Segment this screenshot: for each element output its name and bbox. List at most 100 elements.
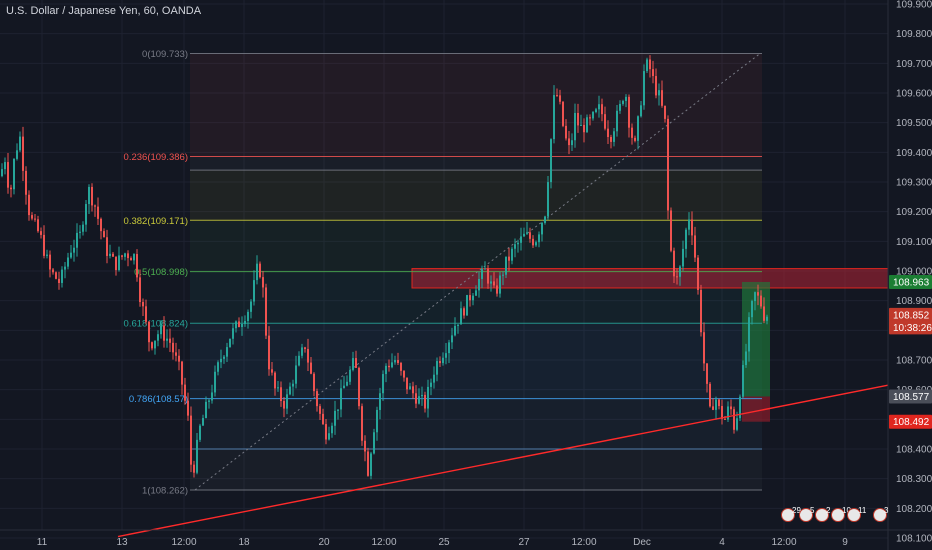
x-tick-label: 20 <box>318 537 330 548</box>
candle-body <box>745 351 747 366</box>
candle-body <box>175 352 177 356</box>
candle-body <box>307 348 309 363</box>
candle-body <box>43 234 45 256</box>
economic-events[interactable]: 29 5 2 10 11 3 <box>781 506 890 522</box>
y-tick-label: 109.600 <box>896 89 932 100</box>
candle-body <box>394 360 396 363</box>
candle-body <box>28 194 30 216</box>
price-tag-box <box>889 389 932 404</box>
candle-body <box>238 321 240 328</box>
x-tick-label: 4 <box>719 537 725 548</box>
fib-band <box>190 53 762 157</box>
price-tag-label: 10:38:26 <box>893 323 932 334</box>
candle-body <box>706 363 708 384</box>
candle-body <box>334 410 336 426</box>
candle-body <box>757 292 759 296</box>
candle-body <box>310 362 312 374</box>
candle-body <box>448 342 450 354</box>
price-tag-label: 108.577 <box>893 392 930 403</box>
candle-body <box>313 373 315 392</box>
candle-body <box>457 324 459 326</box>
candle-body <box>634 137 636 141</box>
price-tags: 108.963 108.852 10:38:26 108.577 108.492 <box>889 274 932 429</box>
fib-level-label: 0(109.733) <box>142 49 188 60</box>
candle-body <box>550 139 552 183</box>
event-count: 3 <box>884 506 889 515</box>
x-tick-label: 11 <box>37 537 48 548</box>
candle-body <box>316 391 318 407</box>
candle-body <box>463 308 465 316</box>
candle-body <box>4 162 6 170</box>
candle-body <box>94 205 96 207</box>
candle-body <box>124 253 126 257</box>
candle-body <box>295 365 297 384</box>
candle-body <box>646 59 648 72</box>
candle-body <box>700 289 702 333</box>
candle-body <box>19 136 21 151</box>
zone-layer <box>411 268 889 422</box>
candle-body <box>604 114 606 129</box>
candle-body <box>355 358 357 368</box>
fib-band <box>190 323 762 399</box>
candle-body <box>451 335 453 343</box>
candle-body <box>262 277 264 288</box>
candle-body <box>130 258 132 261</box>
candle-body <box>454 325 456 336</box>
candle-body <box>277 387 279 389</box>
trendline-layer[interactable] <box>117 384 889 538</box>
candle-body <box>625 96 627 101</box>
x-tick-label: 13 <box>116 537 128 548</box>
candle-body <box>367 451 369 476</box>
candle-body <box>661 90 663 106</box>
candle-body <box>673 250 675 277</box>
candle-body <box>649 59 651 70</box>
candle-body <box>526 232 528 234</box>
y-tick-label: 109.900 <box>896 0 932 11</box>
candle-body <box>568 138 570 146</box>
candle-body <box>286 394 288 409</box>
fib-level-label: 0.618(108.824) <box>124 319 188 330</box>
candle-body <box>82 224 84 232</box>
candle-body <box>493 281 495 286</box>
candle-body <box>235 321 237 329</box>
candle-body <box>88 186 90 205</box>
candle-body <box>475 290 477 296</box>
candle-body <box>349 369 351 382</box>
candle-body <box>652 69 654 77</box>
candle-body <box>502 274 504 276</box>
candle-body <box>298 355 300 366</box>
candle-body <box>640 105 642 117</box>
candle-body <box>325 424 327 440</box>
candle-body <box>412 386 414 394</box>
event-count: 5 <box>810 506 815 515</box>
candle-body <box>580 124 582 126</box>
candle-body <box>322 413 324 425</box>
candle-body <box>376 409 378 433</box>
candle-body <box>226 347 228 357</box>
candle-body <box>55 272 57 279</box>
y-tick-label: 109.500 <box>896 118 932 129</box>
candle-body <box>196 439 198 473</box>
candle-body <box>343 385 345 389</box>
candle-body <box>529 232 531 239</box>
x-tick-label: 9 <box>842 537 848 548</box>
candle-body <box>709 383 711 407</box>
candle-body <box>133 254 135 261</box>
candle-body <box>169 338 171 343</box>
candle-body <box>532 238 534 246</box>
candle-body <box>103 231 105 238</box>
fib-level-label: 0.5(108.998) <box>134 267 188 278</box>
candle-body <box>283 401 285 409</box>
candle-body <box>748 317 750 352</box>
fibonacci-retracement[interactable]: 0(109.733) 0.236(109.386) 0.382(109.171) 0.… <box>124 49 762 496</box>
candle-body <box>670 210 672 251</box>
candle-body <box>691 219 693 236</box>
candle-body <box>91 186 93 206</box>
candle-body <box>67 257 69 267</box>
candle-body <box>655 76 657 96</box>
candle-body <box>193 464 195 473</box>
candle-body <box>265 287 267 336</box>
fib-band <box>190 398 762 449</box>
